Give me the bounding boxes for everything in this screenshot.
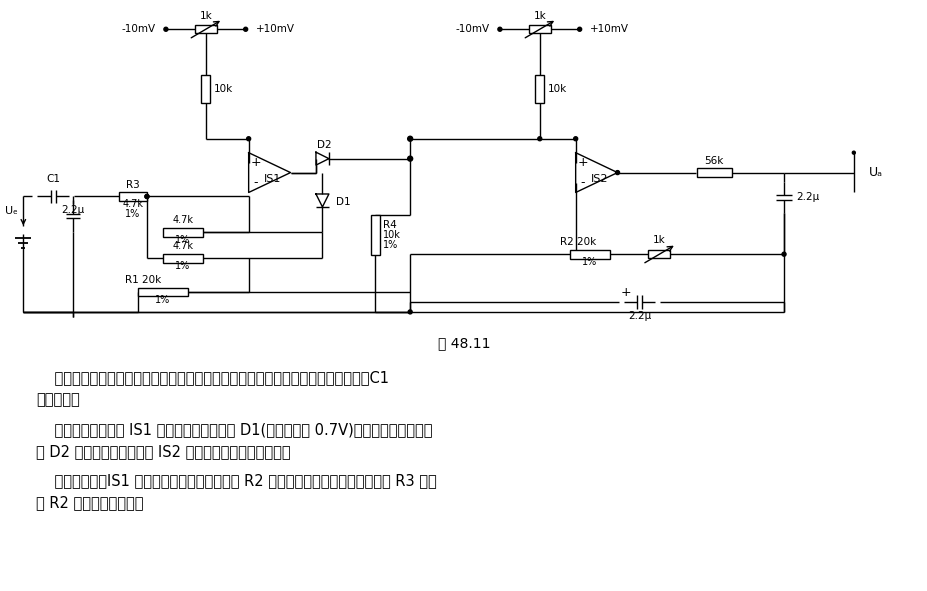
Text: 可以取消。: 可以取消。	[36, 392, 80, 407]
Text: 在负半周时，运放 IS1 的输出端通过二极管 D1(截止电压为 0.7V)连接，并且经由二极: 在负半周时，运放 IS1 的输出端通过二极管 D1(截止电压为 0.7V)连接，…	[36, 422, 432, 437]
Text: 10k: 10k	[213, 84, 233, 94]
Circle shape	[244, 27, 248, 31]
Text: 10k: 10k	[547, 84, 566, 94]
Text: 1%: 1%	[125, 209, 141, 219]
Circle shape	[851, 151, 855, 154]
Text: 2.2μ: 2.2μ	[61, 206, 84, 215]
Text: 1%: 1%	[175, 261, 190, 271]
Text: Uₐ: Uₐ	[868, 166, 882, 179]
Text: +10mV: +10mV	[255, 24, 294, 34]
Text: R3: R3	[126, 180, 140, 190]
Text: IS2: IS2	[590, 174, 608, 184]
Circle shape	[498, 27, 502, 31]
Text: 4.7k: 4.7k	[172, 241, 193, 251]
Circle shape	[407, 156, 413, 161]
Circle shape	[164, 27, 168, 31]
Circle shape	[615, 171, 619, 174]
Text: -10mV: -10mV	[455, 24, 489, 34]
Text: 1k: 1k	[533, 11, 546, 21]
Text: C1: C1	[46, 174, 60, 184]
Bar	[163, 254, 203, 262]
Text: D2: D2	[317, 139, 331, 150]
Circle shape	[145, 194, 149, 199]
Circle shape	[407, 137, 413, 141]
Text: Uₑ: Uₑ	[5, 206, 18, 216]
Text: 2.2μ: 2.2μ	[628, 311, 651, 321]
Text: R2 20k: R2 20k	[559, 237, 595, 247]
Text: 阱 R2 构成负反馈回路。: 阱 R2 构成负反馈回路。	[36, 495, 144, 511]
Bar	[371, 215, 379, 255]
Text: 1k: 1k	[653, 235, 665, 245]
Text: IS1: IS1	[263, 174, 281, 184]
Circle shape	[247, 137, 250, 141]
Text: 56k: 56k	[704, 155, 723, 165]
Text: -: -	[579, 176, 584, 189]
Text: 2.2μ: 2.2μ	[795, 193, 819, 203]
Text: 1k: 1k	[199, 11, 212, 21]
Bar	[696, 168, 730, 177]
Text: -: -	[253, 176, 258, 189]
Text: +: +	[619, 285, 630, 298]
Text: -10mV: -10mV	[121, 24, 156, 34]
Text: 管 D2 同相加点隔离。运放 IS2 作为反相电压跟随器工作。: 管 D2 同相加点隔离。运放 IS2 作为反相电压跟随器工作。	[36, 444, 290, 459]
Text: R1 20k: R1 20k	[125, 275, 161, 285]
Bar	[138, 288, 187, 297]
Text: +: +	[577, 156, 588, 169]
Text: +: +	[250, 156, 260, 169]
Text: 图 48.11: 图 48.11	[438, 336, 489, 350]
Text: 4.7k: 4.7k	[172, 215, 193, 225]
Circle shape	[573, 137, 577, 141]
Text: D1: D1	[336, 197, 350, 207]
Text: +10mV: +10mV	[589, 24, 628, 34]
Text: 该电路可将输入的交变信号变换为直流信号。若输入信号频率很低，则输入端电容C1: 该电路可将输入的交变信号变换为直流信号。若输入信号频率很低，则输入端电容C1	[36, 370, 388, 385]
Bar	[648, 250, 669, 258]
Text: 1%: 1%	[155, 295, 171, 305]
Bar	[528, 25, 550, 33]
Text: R4: R4	[383, 220, 397, 230]
Text: 4.7k: 4.7k	[122, 199, 144, 209]
Bar	[569, 250, 609, 259]
Bar	[119, 192, 146, 201]
Circle shape	[145, 194, 149, 199]
Text: 1%: 1%	[175, 235, 190, 245]
Bar	[201, 75, 210, 103]
Text: 在正半周时，IS1 作反相放大器工作，并通过 R2 与相加点连接。在输入端，电阱 R3 与电: 在正半周时，IS1 作反相放大器工作，并通过 R2 与相加点连接。在输入端，电阱…	[36, 473, 437, 489]
Circle shape	[408, 310, 412, 314]
Bar	[163, 228, 203, 237]
Circle shape	[538, 137, 541, 141]
Circle shape	[577, 27, 581, 31]
Circle shape	[781, 252, 785, 256]
Text: 1%: 1%	[383, 240, 398, 250]
Text: 10k: 10k	[383, 230, 400, 241]
Bar	[535, 75, 543, 103]
Text: 1%: 1%	[581, 257, 597, 267]
Bar	[195, 25, 217, 33]
